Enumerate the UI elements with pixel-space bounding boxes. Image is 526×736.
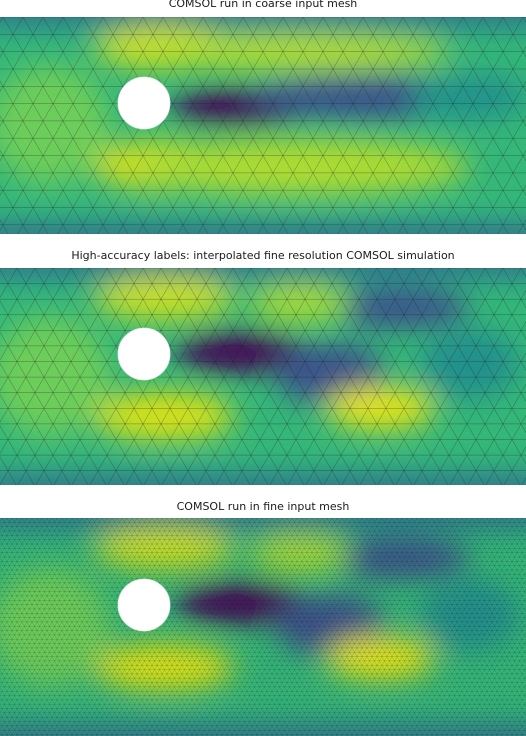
panel-title-fine: COMSOL run in fine input mesh — [176, 500, 350, 513]
cylinder-obstacle — [117, 578, 171, 632]
velocity-field — [0, 268, 526, 485]
cylinder-obstacle — [117, 76, 171, 130]
velocity-field — [0, 17, 526, 234]
flow-panel-high-accuracy — [0, 268, 526, 485]
panel-title-high-accuracy: High-accuracy labels: interpolated fine … — [71, 249, 455, 262]
flow-field-high-accuracy — [0, 268, 526, 485]
field-blobs — [0, 268, 526, 485]
mesh-lines — [0, 268, 526, 485]
flow-field-fine — [0, 518, 526, 736]
panel-title-coarse: COMSOL run in coarse input mesh — [168, 0, 358, 10]
flow-panel-coarse — [0, 17, 526, 234]
flow-field-coarse — [0, 17, 526, 234]
mesh-lines — [0, 518, 526, 736]
cylinder-obstacle — [117, 327, 171, 381]
mesh-lines — [0, 17, 526, 234]
field-blobs — [0, 17, 526, 234]
flow-panel-fine — [0, 518, 526, 736]
